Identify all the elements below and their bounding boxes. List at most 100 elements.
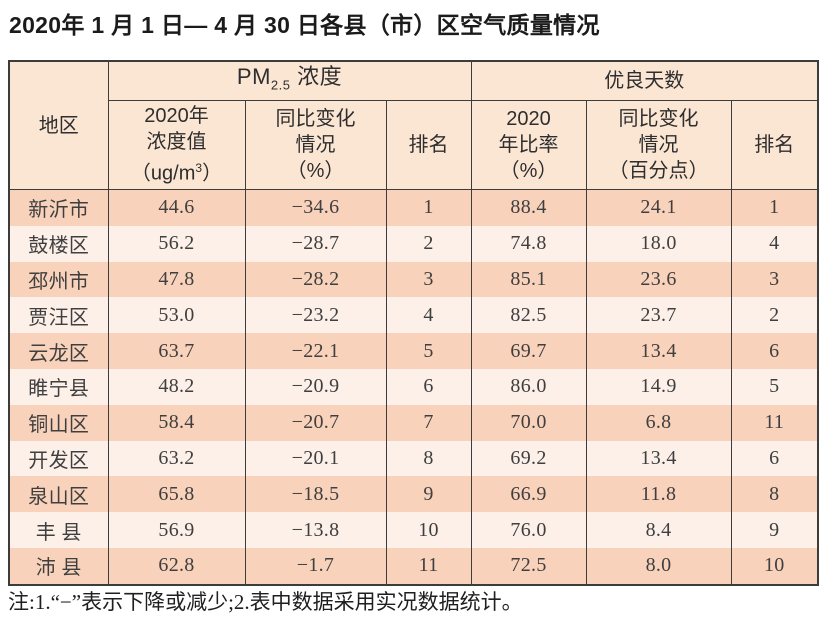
pm-value-cell: 44.6 <box>107 189 246 226</box>
days-change-cell: 13.4 <box>585 440 732 477</box>
pm-value-cell: 47.8 <box>107 261 246 298</box>
pm-change-cell: −28.7 <box>244 225 387 262</box>
days-rank-cell: 6 <box>730 333 819 370</box>
pm-rank-cell: 7 <box>385 404 472 441</box>
header-pm25-group: PM2.5 浓度 <box>107 60 472 102</box>
pm-rank-cell: 8 <box>385 440 472 477</box>
pm-change-cell: −1.7 <box>244 548 387 585</box>
pm-change-cell: −13.8 <box>244 512 387 549</box>
header-pm-value: 2020年 浓度值 （ug/m3） <box>107 100 246 191</box>
days-rank-cell: 11 <box>730 404 819 441</box>
pm-value-cell: 58.4 <box>107 404 246 441</box>
pm-value-cell: 56.2 <box>107 225 246 262</box>
table-row: 邳州市 47.8 −28.2 3 85.1 23.6 3 <box>8 261 819 298</box>
pm-value-cell: 65.8 <box>107 476 246 513</box>
days-change-cell: 23.6 <box>585 261 732 298</box>
unit-superscript: 3 <box>195 161 203 176</box>
days-rank-cell: 9 <box>730 512 819 549</box>
header-days-change: 同比变化 情况 （百分点） <box>585 100 732 191</box>
header-days-ratio-unit: （%） <box>499 160 558 183</box>
pm-value-cell: 63.2 <box>107 440 246 477</box>
days-change-cell: 8.4 <box>585 512 732 549</box>
days-rank-cell: 6 <box>730 440 819 477</box>
header-pm-change-line1: 同比变化 <box>275 108 356 131</box>
pm-change-cell: −23.2 <box>244 297 387 334</box>
pm-change-cell: −20.7 <box>244 404 387 441</box>
region-cell: 新沂市 <box>8 189 109 226</box>
header-days-change-line1: 同比变化 <box>618 108 699 131</box>
header-pm-value-unit: （ug/m3） <box>109 155 245 187</box>
header-pm-change-line2: 情况 <box>295 134 336 157</box>
header-days-ratio-line1: 2020 <box>506 108 551 131</box>
region-cell: 邳州市 <box>8 261 109 298</box>
days-ratio-cell: 76.0 <box>470 512 587 549</box>
days-ratio-cell: 82.5 <box>470 297 587 334</box>
pm-rank-cell: 4 <box>385 297 472 334</box>
header-days-change-line2: 情况 <box>638 134 679 157</box>
region-cell: 开发区 <box>8 440 109 477</box>
header-group-row: 地区 PM2.5 浓度 优良天数 <box>8 60 819 191</box>
header-pm-change-unit: （%） <box>286 160 345 183</box>
pm-value-cell: 53.0 <box>107 297 246 334</box>
table-row: 新沂市 44.6 −34.6 1 88.4 24.1 1 <box>8 189 819 226</box>
pm-rank-cell: 1 <box>385 189 472 226</box>
pm-change-cell: −18.5 <box>244 476 387 513</box>
days-change-cell: 13.4 <box>585 333 732 370</box>
table-row: 开发区 63.2 −20.1 8 69.2 13.4 6 <box>8 440 819 477</box>
pm-change-cell: −28.2 <box>244 261 387 298</box>
pm-value-cell: 48.2 <box>107 369 246 405</box>
days-ratio-cell: 72.5 <box>470 548 587 585</box>
pm25-prefix: PM <box>236 64 271 89</box>
days-change-cell: 24.1 <box>585 189 732 226</box>
header-days-rank: 排名 <box>730 100 819 191</box>
days-rank-cell: 1 <box>730 189 819 226</box>
table-body: 新沂市 44.6 −34.6 1 88.4 24.1 1 鼓楼区 56.2 −2… <box>8 189 819 585</box>
header-days-change-unit: （百分点） <box>608 160 709 183</box>
table-row: 丰 县 56.9 −13.8 10 76.0 8.4 9 <box>8 512 819 549</box>
days-rank-cell: 2 <box>730 297 819 334</box>
pm25-label: PM2.5 浓度 <box>236 64 342 93</box>
table-row: 泉山区 65.8 −18.5 9 66.9 11.8 8 <box>8 476 819 513</box>
table-row: 贾汪区 53.0 −23.2 4 82.5 23.7 2 <box>8 297 819 334</box>
region-cell: 铜山区 <box>8 404 109 441</box>
pm-change-cell: −20.9 <box>244 369 387 405</box>
pm-change-cell: −34.6 <box>244 189 387 226</box>
days-ratio-cell: 88.4 <box>470 189 587 226</box>
days-change-cell: 18.0 <box>585 225 732 262</box>
pm-rank-cell: 6 <box>385 369 472 405</box>
table-row: 沛 县 62.8 −1.7 11 72.5 8.0 10 <box>8 548 819 585</box>
header-pm-change: 同比变化 情况 （%） <box>244 100 387 191</box>
pm25-subscript: 2.5 <box>270 77 291 93</box>
unit-post: ） <box>202 163 223 186</box>
days-ratio-cell: 69.7 <box>470 333 587 370</box>
days-change-cell: 8.0 <box>585 548 732 585</box>
days-change-cell: 14.9 <box>585 369 732 405</box>
days-rank-cell: 4 <box>730 225 819 262</box>
header-good-days-group: 优良天数 <box>470 60 819 102</box>
header-days-ratio-line2: 年比率 <box>498 134 559 157</box>
table-row: 鼓楼区 56.2 −28.7 2 74.8 18.0 4 <box>8 225 819 262</box>
pm-value-cell: 56.9 <box>107 512 246 549</box>
days-ratio-cell: 69.2 <box>470 440 587 477</box>
pm-value-cell: 63.7 <box>107 333 246 370</box>
pm-change-cell: −22.1 <box>244 333 387 370</box>
header-pm-rank: 排名 <box>385 100 472 191</box>
table-row: 云龙区 63.7 −22.1 5 69.7 13.4 6 <box>8 333 819 370</box>
pm-rank-cell: 9 <box>385 476 472 513</box>
pm-rank-cell: 11 <box>385 548 472 585</box>
days-ratio-cell: 70.0 <box>470 404 587 441</box>
pm-rank-cell: 3 <box>385 261 472 298</box>
table-header: 地区 PM2.5 浓度 优良天数 2020年 浓度值 （ug/m3） 同比变化 … <box>8 60 819 191</box>
footnote: 注:1.“−”表示下降或减少;2.表中数据采用实况数据统计。 <box>8 590 523 614</box>
header-region: 地区 <box>8 60 109 191</box>
region-cell: 贾汪区 <box>8 297 109 334</box>
days-change-cell: 23.7 <box>585 297 732 334</box>
pm-rank-cell: 5 <box>385 333 472 370</box>
page-title: 2020年 1 月 1 日— 4 月 30 日各县（市）区空气质量情况 <box>9 12 600 38</box>
days-rank-cell: 5 <box>730 369 819 405</box>
days-change-cell: 11.8 <box>585 476 732 513</box>
pm-change-cell: −20.1 <box>244 440 387 477</box>
days-rank-cell: 3 <box>730 261 819 298</box>
region-cell: 鼓楼区 <box>8 225 109 262</box>
region-cell: 沛 县 <box>8 548 109 585</box>
